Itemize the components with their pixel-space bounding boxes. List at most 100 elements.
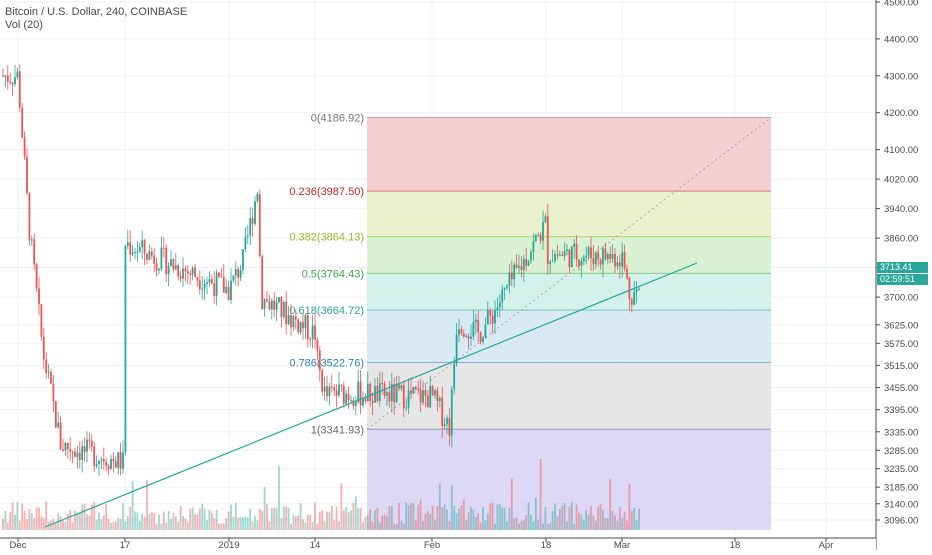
volume-bar bbox=[450, 485, 453, 530]
volume-bar bbox=[153, 513, 156, 530]
volume-bar bbox=[462, 499, 465, 530]
candle-body bbox=[374, 386, 376, 403]
candle-body bbox=[177, 265, 180, 277]
candle-body bbox=[417, 389, 420, 391]
volume-bar bbox=[282, 506, 285, 530]
candle-body bbox=[580, 260, 583, 267]
volume-bar bbox=[510, 478, 513, 530]
volume-bar bbox=[244, 516, 247, 530]
candle-body bbox=[69, 448, 72, 452]
candle-body bbox=[167, 266, 170, 275]
volume-bar bbox=[570, 502, 573, 530]
candle-body bbox=[561, 254, 564, 256]
fib-level-label: 0.382(3864.13) bbox=[289, 232, 364, 244]
candle-body bbox=[35, 264, 38, 289]
candle-body bbox=[395, 384, 398, 403]
candle-body bbox=[170, 259, 172, 267]
candle-body bbox=[162, 247, 165, 249]
fib-zone bbox=[367, 273, 771, 311]
candle-body bbox=[506, 285, 508, 288]
volume-bar bbox=[371, 522, 374, 530]
volume-bar bbox=[162, 511, 165, 530]
volume-bar bbox=[597, 506, 600, 530]
candle-body bbox=[503, 287, 506, 290]
fib-zone bbox=[367, 117, 771, 192]
candle-body bbox=[153, 255, 156, 264]
candle-body bbox=[443, 424, 446, 427]
volume-bar bbox=[218, 523, 220, 530]
volume-bar bbox=[234, 502, 237, 530]
candle-body bbox=[81, 446, 84, 460]
volume-bar bbox=[618, 507, 621, 530]
candle-body bbox=[606, 253, 609, 260]
volume-bar bbox=[501, 507, 504, 530]
volume-bar bbox=[78, 513, 81, 530]
volume-bar bbox=[299, 503, 302, 530]
volume-bar bbox=[546, 523, 549, 530]
volume-bar bbox=[191, 507, 194, 530]
volume-bar bbox=[266, 503, 268, 530]
volume-bar bbox=[556, 516, 559, 530]
volume-bar bbox=[470, 507, 472, 530]
candle-body bbox=[638, 288, 640, 290]
candle-body bbox=[148, 251, 151, 260]
volume-bar bbox=[33, 518, 36, 530]
candle-body bbox=[434, 390, 436, 396]
volume-bar bbox=[362, 521, 364, 530]
volume-bar bbox=[554, 503, 556, 530]
volume-bar bbox=[345, 507, 348, 530]
volume-bar bbox=[604, 517, 607, 530]
volume-bar bbox=[537, 519, 540, 530]
volume-bar bbox=[383, 514, 386, 530]
candle-body bbox=[405, 407, 408, 409]
candle-body bbox=[621, 252, 624, 267]
volume-bar bbox=[527, 502, 530, 530]
volume-bar bbox=[561, 505, 564, 530]
volume-bar bbox=[297, 515, 300, 530]
volume-bar bbox=[290, 523, 292, 530]
candle-body bbox=[6, 75, 9, 82]
candle-body bbox=[534, 235, 537, 242]
volume-bar bbox=[477, 513, 480, 530]
volume-bar bbox=[90, 504, 93, 530]
volume-bar bbox=[222, 523, 225, 530]
volume-bar bbox=[35, 507, 38, 530]
candle-body bbox=[299, 321, 302, 333]
volume-bar bbox=[405, 502, 408, 530]
volume-bar bbox=[158, 514, 160, 530]
volume-bar bbox=[534, 497, 537, 530]
candle-body bbox=[102, 459, 105, 463]
candle-body bbox=[364, 397, 367, 402]
volume-bar bbox=[434, 519, 436, 530]
volume-indicator-label[interactable]: Vol (20) bbox=[5, 19, 43, 31]
volume-bar bbox=[294, 516, 297, 530]
volume-bar bbox=[81, 504, 84, 530]
symbol-title: Bitcoin / U.S. Dollar, 240, COINBASE bbox=[5, 6, 188, 18]
volume-bar bbox=[64, 521, 67, 530]
volume-bar bbox=[498, 503, 501, 530]
volume-bar bbox=[170, 518, 172, 530]
volume-bar bbox=[280, 517, 283, 530]
volume-bar bbox=[328, 512, 331, 530]
volume-bar bbox=[525, 515, 528, 530]
time-tick-label: Dec bbox=[10, 540, 27, 550]
volume-bar bbox=[268, 521, 271, 530]
candle-body bbox=[590, 247, 592, 259]
volume-bar bbox=[42, 517, 45, 530]
candle-body bbox=[558, 254, 561, 256]
candle-body bbox=[635, 288, 638, 292]
candle-body bbox=[270, 300, 273, 310]
price-tick-label: 3575.00 bbox=[884, 339, 918, 350]
time-tick-label: 2019 bbox=[218, 540, 239, 550]
candle-body bbox=[630, 299, 633, 305]
candle-body bbox=[518, 266, 520, 268]
candle-body bbox=[429, 386, 432, 408]
candle-body bbox=[47, 371, 50, 373]
volume-bar bbox=[194, 514, 196, 530]
candle-body bbox=[23, 137, 26, 157]
volume-bar bbox=[98, 512, 100, 530]
candle-body bbox=[110, 458, 112, 470]
volume-bar bbox=[206, 520, 208, 530]
